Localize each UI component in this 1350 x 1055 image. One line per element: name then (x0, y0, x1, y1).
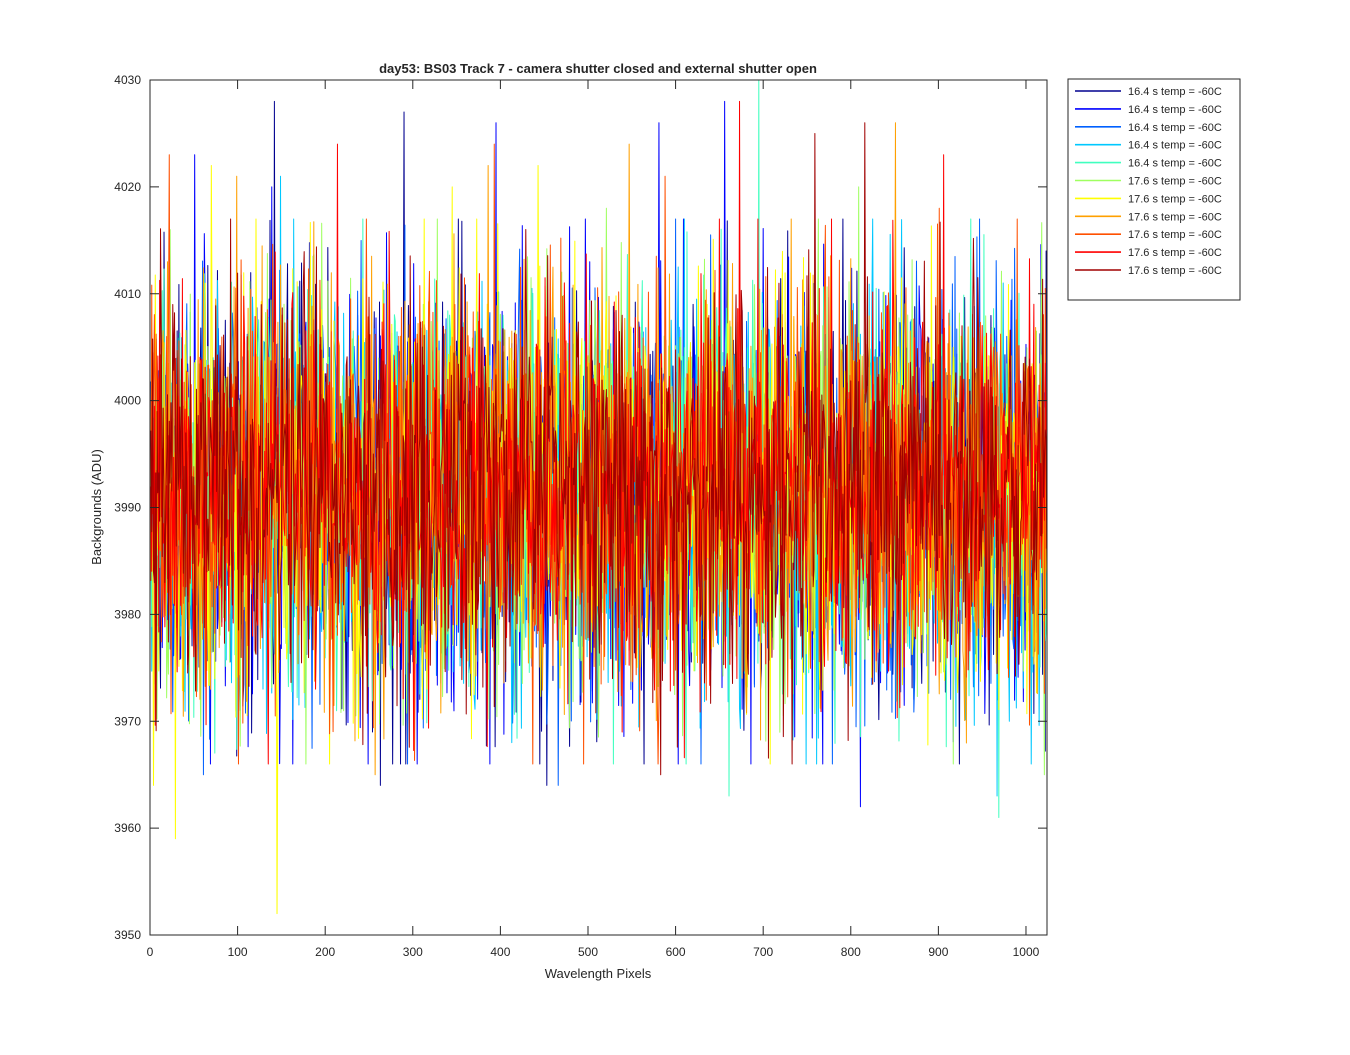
legend-label: 17.6 s temp = -60C (1128, 247, 1222, 259)
legend-label: 16.4 s temp = -60C (1128, 158, 1222, 170)
x-tick-label: 600 (666, 945, 686, 959)
chart-title: day53: BS03 Track 7 - camera shutter clo… (379, 61, 817, 76)
x-tick-label: 200 (315, 945, 335, 959)
legend-label: 17.6 s temp = -60C (1128, 211, 1222, 223)
x-axis-label: Wavelength Pixels (545, 966, 652, 981)
y-tick-label: 4010 (114, 287, 141, 301)
legend-label: 17.6 s temp = -60C (1128, 265, 1222, 277)
legend-label: 17.6 s temp = -60C (1128, 229, 1222, 241)
x-tick-label: 400 (490, 945, 510, 959)
legend-label: 16.4 s temp = -60C (1128, 140, 1222, 152)
legend-label: 16.4 s temp = -60C (1128, 104, 1222, 116)
x-tick-label: 900 (928, 945, 948, 959)
y-tick-label: 3960 (114, 821, 141, 835)
series-line (150, 122, 1048, 776)
y-axis: 3950 3960 3970 3980 3990 4000 4010 4020 4030 (114, 73, 1047, 942)
x-tick-label: 0 (147, 945, 154, 959)
x-tick-label: 1000 (1013, 945, 1040, 959)
legend-label: 16.4 s temp = -60C (1128, 86, 1222, 98)
y-tick-label: 3980 (114, 607, 141, 621)
y-tick-label: 3950 (114, 928, 141, 942)
legend: 16.4 s temp = -60C 16.4 s temp = -60C 16.4… (1067, 78, 1241, 301)
y-tick-label: 4030 (114, 73, 141, 87)
legend-label: 17.6 s temp = -60C (1128, 193, 1222, 205)
x-tick-label: 300 (403, 945, 423, 959)
y-tick-label: 4020 (114, 180, 141, 194)
x-tick-label: 800 (841, 945, 861, 959)
x-tick-label: 100 (228, 945, 248, 959)
legend-label: 17.6 s temp = -60C (1128, 176, 1222, 188)
x-tick-label: 500 (578, 945, 598, 959)
legend-box (1067, 78, 1241, 301)
y-tick-label: 4000 (114, 394, 141, 408)
y-tick-label: 3970 (114, 714, 141, 728)
legend-label: 16.4 s temp = -60C (1128, 122, 1222, 134)
x-axis: 0 100 200 300 400 500 600 700 800 900 1000 (147, 80, 1040, 959)
x-tick-label: 700 (753, 945, 773, 959)
series-layer (150, 79, 1048, 915)
y-axis-label: Backgrounds (ADU) (89, 449, 104, 565)
y-tick-label: 3990 (114, 501, 141, 515)
